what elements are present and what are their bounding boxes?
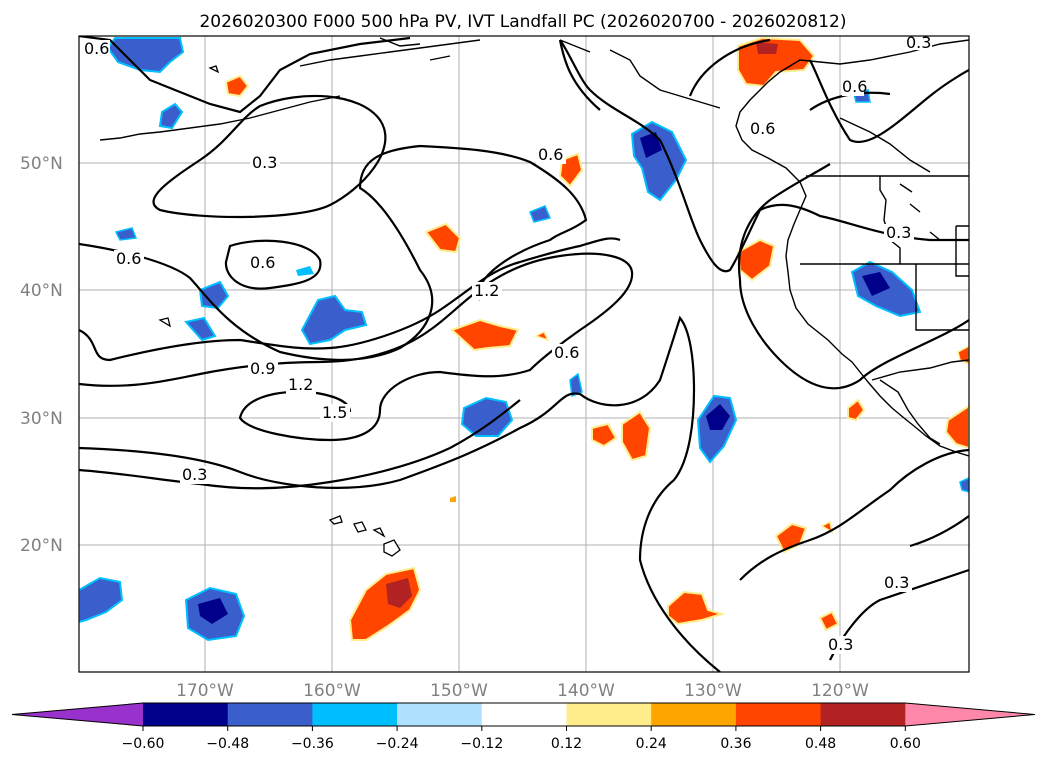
contour-label: 0.3 [182,465,207,484]
colorbar-segment [820,703,906,726]
coastlines [99,37,969,457]
colorbar-segment [312,703,398,726]
map-panel: 0.6 0.3 0.3 0.6 0.6 0.6 0.6 1.2 0.9 1.2 … [78,33,970,673]
lon-label-150w: 150°W [430,681,488,701]
colorbar-segment [735,703,822,726]
map-background [79,36,969,672]
contour-label: 0.3 [886,223,911,242]
contour-label: 0.6 [538,145,563,164]
colorbar-tick-label: −0.12 [460,736,503,752]
contour-label: 0.6 [554,343,579,362]
contour-label: 0.3 [828,635,853,654]
contour-label: 0.3 [252,153,277,172]
latitude-labels: 50°N 40°N 30°N 20°N [20,154,63,556]
colorbar-tick-label: −0.36 [291,736,334,752]
lon-label-130w: 130°W [684,681,742,701]
contour-label: 1.5 [322,403,347,422]
colorbar-extend-low [12,703,143,726]
contour-label: 0.6 [250,253,275,272]
longitude-labels: 170°W 160°W 150°W 140°W 130°W 120°W [176,681,869,701]
colorbar-tick-label: 0.24 [636,736,667,752]
ivt-anomaly-fills [79,36,969,642]
colorbar-tick-label: 0.12 [551,736,582,752]
contour-label: 0.9 [250,359,275,378]
gridlines [79,36,969,672]
pv-contours [79,36,969,672]
lon-label-140w: 140°W [557,681,615,701]
colorbar-segment [651,703,737,726]
colorbar-tick-label: 0.48 [805,736,836,752]
islands [158,65,401,557]
colorbar-tick-label: −0.24 [376,736,419,752]
contour-label: 0.3 [884,573,909,592]
contour-label: 1.2 [288,375,313,394]
colorbar-extend-high [905,703,1035,726]
lat-label-40n: 40°N [20,281,63,301]
contour-labels: 0.6 0.3 0.3 0.6 0.6 0.6 0.6 1.2 0.9 1.2 … [80,33,932,654]
contour-label: 1.2 [474,281,499,300]
lat-label-50n: 50°N [20,154,63,174]
figure-title: 2026020300 F000 500 hPa PV, IVT Landfall… [199,12,846,32]
colorbar-segment [397,703,483,726]
lon-label-170w: 170°W [176,681,234,701]
contour-label: 0.6 [750,119,775,138]
colorbar-tick-label: −0.48 [206,736,249,752]
colorbar-segment [227,703,313,726]
colorbar-tick-label: 0.60 [890,736,921,752]
lon-label-120w: 120°W [811,681,869,701]
contour-label: 0.6 [116,249,141,268]
contour-label: 0.3 [906,33,931,52]
lat-label-30n: 30°N [20,409,63,429]
contour-label: 0.6 [84,39,109,58]
contour-label: 0.6 [842,77,867,96]
map-frame [78,35,970,673]
colorbar-tick-label: 0.36 [720,736,751,752]
lon-label-160w: 160°W [303,681,361,701]
colorbar-segment [481,703,567,726]
colorbar-tick-label: −0.60 [122,736,165,752]
colorbar-segment [143,703,229,726]
colorbar: −0.60 −0.48 −0.36 −0.24 −0.12 0.12 0.24 0.36 0.4… [11,702,1036,752]
colorbar-segment [566,703,652,726]
lat-label-20n: 20°N [20,536,63,556]
